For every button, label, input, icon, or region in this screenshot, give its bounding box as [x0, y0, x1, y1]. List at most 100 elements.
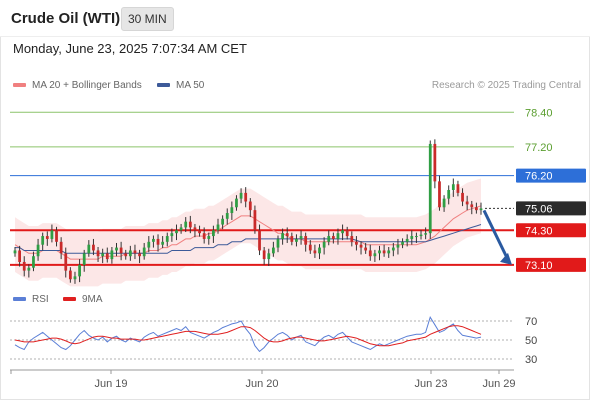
last-price-badge: [516, 201, 586, 216]
candle-body: [355, 241, 358, 245]
candle-body: [415, 236, 418, 238]
bollinger-band: [15, 178, 481, 287]
candle-body: [96, 250, 100, 257]
candle-body: [50, 230, 54, 239]
level-label-3: 74.30: [525, 225, 553, 237]
legend-9ma: 9MA: [63, 294, 103, 305]
candle-body: [184, 221, 188, 228]
candle-body: [391, 247, 395, 251]
legend-9ma-label: 9MA: [82, 294, 103, 305]
level-badge-4: [516, 257, 586, 272]
level-label-0: 78.40: [525, 107, 553, 119]
legend-ma20: MA 20 + Bollinger Bands: [13, 80, 142, 91]
candle-body: [433, 143, 437, 182]
candle-body: [78, 264, 81, 277]
candle-body: [221, 218, 225, 225]
candle-body: [438, 181, 441, 208]
level-badge-3: [516, 223, 586, 238]
nine-ma-swatch: [63, 297, 76, 302]
candle-body: [202, 233, 206, 239]
candle-body: [419, 234, 423, 237]
candle-body: [193, 227, 197, 231]
candle-body: [41, 236, 45, 245]
level-badge-2: [516, 168, 586, 183]
candle-body: [396, 244, 400, 248]
candle-body: [170, 233, 174, 237]
candle-body: [68, 270, 72, 280]
level-label-4: 73.10: [525, 260, 553, 272]
candle-body: [331, 236, 335, 239]
title-bar: Crude Oil (WTI) 30 MIN: [0, 0, 590, 37]
candle-body: [258, 230, 261, 251]
candle-body: [373, 253, 377, 257]
candle-body: [271, 247, 275, 254]
nine-ma-line: [14, 325, 482, 347]
candle-body: [336, 233, 340, 239]
candle-body: [276, 238, 280, 248]
candle-body: [133, 250, 137, 254]
candle-body: [253, 210, 257, 231]
candle-body: [341, 230, 344, 234]
candle-body: [147, 241, 151, 248]
last-price-label: 75.06: [525, 203, 553, 215]
candle-body: [179, 227, 183, 231]
candle-body: [267, 253, 271, 260]
candle-body: [304, 236, 308, 245]
candle-body: [235, 198, 238, 208]
candle-body: [225, 213, 229, 219]
candle-body: [73, 276, 77, 280]
candle-body: [364, 247, 368, 251]
candle-body: [465, 201, 469, 205]
candle-body: [410, 236, 414, 239]
rsi-tick-label: 30: [525, 354, 537, 366]
candle-body: [207, 236, 211, 239]
candle-body: [424, 233, 428, 235]
candle-body: [382, 250, 386, 254]
rsi-swatch: [13, 297, 26, 302]
instrument-title: Crude Oil (WTI): [11, 10, 121, 27]
candle-body: [451, 184, 455, 190]
candle-body: [248, 201, 252, 211]
candle-body: [124, 253, 128, 257]
candle-body: [18, 250, 21, 262]
candle-body: [308, 244, 312, 251]
ma50-line: [15, 224, 482, 254]
candle-body: [87, 244, 91, 254]
candle-body: [475, 207, 478, 211]
candle-body: [285, 233, 289, 237]
candle-body: [244, 192, 248, 202]
candle-body: [327, 236, 331, 242]
candle-body: [115, 247, 118, 251]
rsi-line: [14, 315, 482, 353]
candle-body: [378, 250, 381, 254]
candle-body: [92, 244, 95, 251]
candle-body: [350, 236, 354, 242]
candle-body: [359, 244, 363, 248]
candle-body: [59, 241, 63, 254]
candle-body: [313, 250, 317, 254]
x-tick-label: Jun 23: [414, 378, 447, 390]
candle-body: [447, 190, 451, 199]
level-label-2: 76.20: [525, 171, 553, 183]
legend-ma50-label: MA 50: [176, 80, 205, 91]
candle-body: [368, 250, 372, 257]
candle-body: [318, 247, 321, 254]
candle-body: [470, 204, 474, 208]
candle-body: [295, 238, 298, 242]
legend-rsi-label: RSI: [32, 294, 49, 305]
legend-ma20-label: MA 20 + Bollinger Bands: [32, 80, 142, 91]
candle-body: [212, 230, 215, 237]
candle-body: [152, 238, 155, 242]
candle-body: [138, 253, 141, 257]
timeframe-badge[interactable]: 30 MIN: [121, 7, 174, 31]
legend-rsi: RSI: [13, 294, 49, 305]
candle-body: [55, 230, 58, 242]
candle-body: [401, 241, 404, 245]
candle-body: [105, 253, 109, 260]
candle-body: [322, 241, 326, 248]
candle-body: [281, 233, 284, 239]
x-tick-label: Jun 29: [482, 378, 515, 390]
candle-body: [36, 244, 40, 257]
candle-body: [456, 184, 460, 193]
candle-body: [13, 250, 17, 254]
